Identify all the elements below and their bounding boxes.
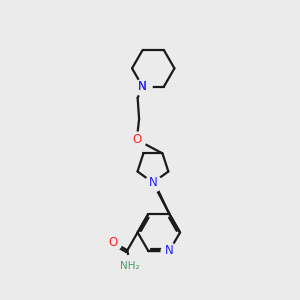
Text: O: O [132,133,141,146]
Text: O: O [109,236,118,249]
Text: N: N [148,176,157,189]
Text: N: N [138,80,147,93]
Text: NH₂: NH₂ [120,261,140,271]
Text: N: N [138,80,147,93]
Text: N: N [165,244,174,257]
